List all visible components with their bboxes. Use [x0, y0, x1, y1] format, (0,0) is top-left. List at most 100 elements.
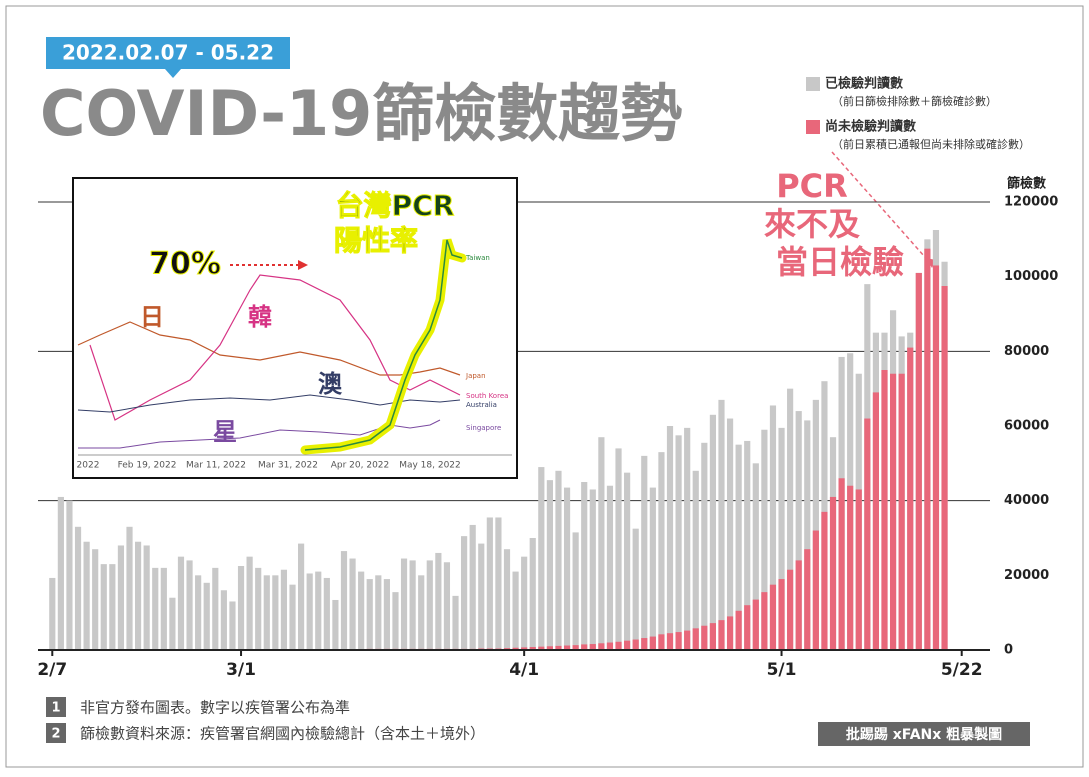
bar: [143, 545, 150, 650]
bar: [666, 633, 674, 650]
bar: [855, 489, 862, 650]
bar: [452, 595, 459, 650]
bar: [315, 571, 322, 650]
y-tick-label: 0: [1004, 643, 1013, 658]
y-tick-label: 20000: [1004, 568, 1049, 583]
bar: [598, 643, 605, 650]
x-tick-label: 4/1: [509, 660, 539, 680]
inset-x-label: 2022: [77, 461, 100, 471]
bar: [538, 467, 545, 650]
bar: [812, 530, 819, 650]
bar: [66, 500, 73, 650]
inset-x-label: May 18, 2022: [399, 461, 461, 471]
bar: [915, 272, 922, 650]
bar: [658, 452, 665, 650]
bar: [563, 487, 571, 650]
bar: [726, 418, 734, 650]
bar: [889, 373, 897, 650]
bar: [735, 444, 742, 650]
bar: [426, 560, 433, 650]
bar: [126, 526, 133, 650]
bar: [581, 482, 588, 650]
bar: [332, 599, 339, 650]
bar: [92, 549, 99, 650]
bar: [503, 549, 511, 650]
bar: [538, 646, 545, 650]
bar: [555, 470, 562, 650]
legend-note: （前日篩檢排除數＋篩檢確診數）: [832, 94, 997, 108]
bar: [298, 543, 305, 650]
bar: [160, 567, 167, 650]
bar: [546, 480, 553, 650]
bar: [684, 427, 691, 650]
bar: [675, 435, 682, 650]
bar: [49, 577, 56, 650]
bar: [512, 571, 519, 650]
bar: [409, 560, 416, 650]
date-badge: 2022.02.07 - 05.22: [62, 41, 274, 65]
bar: [761, 429, 768, 650]
line-label: Australia: [466, 401, 497, 409]
inset-x-label: Mar 31, 2022: [258, 461, 318, 471]
bar: [641, 638, 648, 650]
legend-note: （前日累積已通報但尚未排除或確診數）: [832, 137, 1030, 151]
bar: [186, 560, 193, 650]
bar: [598, 437, 605, 650]
bar: [795, 560, 802, 650]
bar: [392, 592, 399, 650]
bar: [100, 564, 107, 650]
bar: [306, 573, 313, 650]
bar: [418, 575, 425, 650]
bar: [134, 541, 142, 650]
bar: [864, 418, 871, 650]
bar: [280, 569, 288, 650]
inset-peak-label: 70%: [149, 247, 221, 282]
bar: [769, 405, 777, 650]
bar: [229, 601, 236, 650]
annotation: 當日檢驗: [776, 243, 904, 281]
bar: [263, 575, 270, 650]
bar: [812, 399, 819, 650]
bar: [709, 414, 716, 650]
bar: [340, 551, 348, 650]
line-label: South Korea: [466, 392, 508, 400]
bar: [735, 610, 742, 650]
annotation: PCR: [776, 167, 848, 205]
bar: [435, 552, 442, 650]
inset-line: [304, 239, 463, 451]
inset-title: 台灣PCR: [336, 189, 455, 222]
bar: [383, 579, 390, 650]
bar: [349, 558, 356, 650]
bar: [237, 566, 245, 650]
country-label: 日: [140, 303, 164, 331]
bar: [400, 558, 408, 650]
y-tick-label: 120000: [1004, 195, 1058, 210]
x-tick-label: 5/22: [941, 660, 983, 680]
bar: [563, 645, 571, 650]
bar: [589, 644, 596, 650]
bar: [692, 470, 699, 650]
bar: [898, 373, 905, 650]
bar: [358, 571, 365, 650]
bar: [787, 569, 794, 650]
badge-pointer: [165, 69, 181, 78]
bar: [461, 536, 468, 650]
bar: [572, 645, 579, 650]
bar: [581, 644, 588, 650]
y-tick-label: 80000: [1004, 344, 1049, 359]
bar: [255, 567, 262, 650]
bar: [117, 545, 125, 650]
bar: [804, 420, 811, 650]
bar: [555, 645, 562, 650]
footnote-num: 1: [51, 701, 60, 716]
y-tick-label: 100000: [1004, 269, 1058, 284]
bar: [375, 575, 382, 650]
inset: 台灣PCR 陽性率 70% 日 韓 澳 星 Taiwan Japan South…: [72, 177, 518, 479]
bar: [272, 575, 279, 650]
bar: [478, 543, 485, 650]
bar: [615, 641, 622, 650]
y-tick-label: 60000: [1004, 419, 1049, 434]
bar: [744, 605, 751, 650]
bar: [787, 388, 794, 650]
inset-line: [77, 321, 461, 376]
